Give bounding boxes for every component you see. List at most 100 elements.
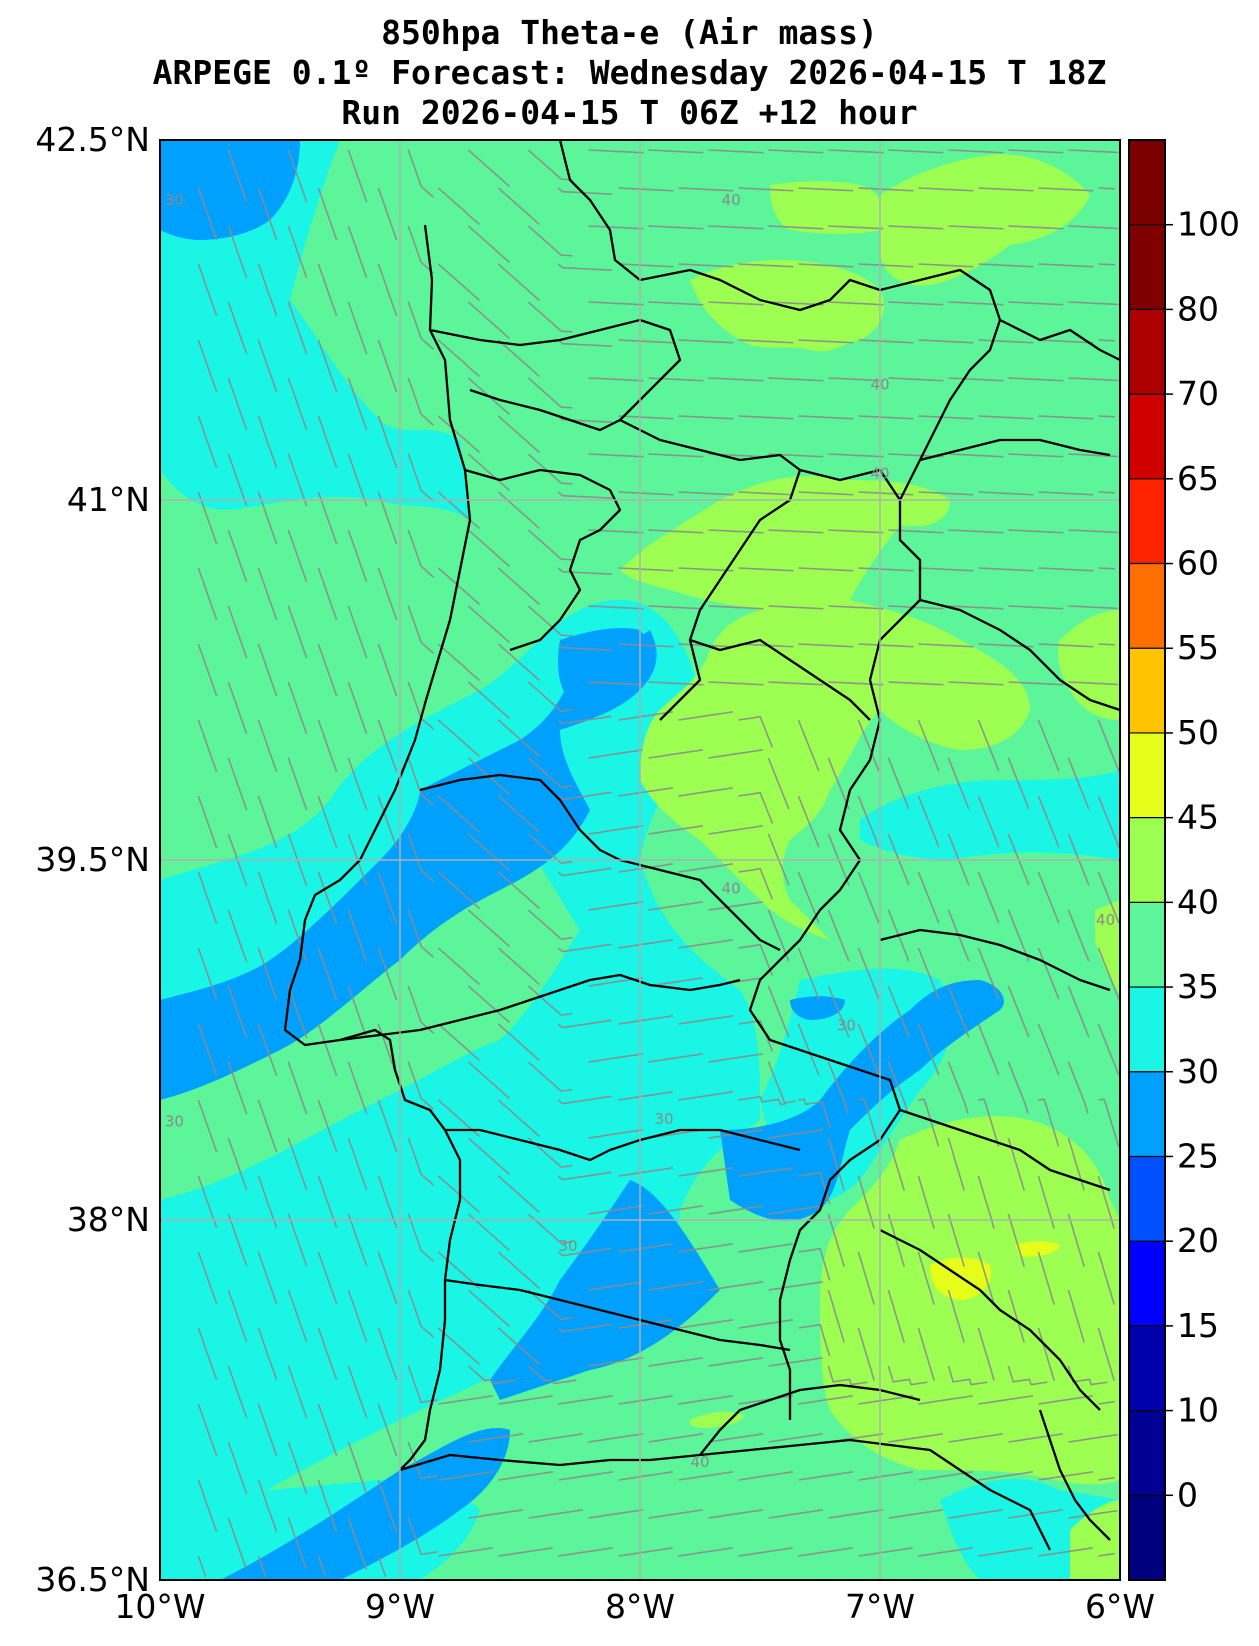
streamline-534 [558, 1395, 613, 1405]
streamline-451 [407, 1213, 435, 1262]
streamline-456 [708, 1205, 763, 1215]
streamline-103 [648, 377, 704, 382]
streamline-127 [1098, 415, 1115, 418]
streamline-185 [738, 567, 794, 572]
streamline-193 [287, 605, 308, 659]
colorbar-segment-13 [1129, 394, 1165, 479]
streamline-545 [287, 1441, 308, 1495]
streamline-556 [948, 1433, 1003, 1443]
streamline-351 [1097, 947, 1120, 1000]
streamline-169 [768, 529, 824, 534]
streamline-530 [317, 1403, 338, 1457]
streamline-544 [227, 1441, 248, 1495]
streamline-214 [557, 643, 613, 651]
colorbar-segment-1 [1129, 1410, 1165, 1496]
streamline-249 [738, 715, 774, 748]
streamline-163 [407, 529, 435, 578]
streamline-550 [588, 1433, 643, 1443]
colorbar-tick-label: 55 [1177, 628, 1219, 667]
streamline-41 [768, 225, 824, 230]
streamline-264 [708, 749, 763, 759]
internal-border-5 [689, 638, 871, 721]
streamline-36 [467, 225, 511, 264]
streamline-130 [347, 453, 368, 507]
streamline-57 [738, 263, 794, 268]
streamline-210 [317, 643, 338, 697]
streamline-396 [947, 1061, 969, 1114]
streamline-547 [407, 1441, 438, 1480]
streamline-203 [888, 605, 944, 610]
streamline-460 [947, 1213, 965, 1267]
streamline-120 [678, 415, 734, 420]
streamline-411 [858, 1098, 880, 1147]
streamline-395 [887, 1061, 909, 1114]
streamline-334 [1067, 909, 1090, 962]
streamline-323 [407, 909, 435, 958]
streamline-397 [1007, 1061, 1029, 1114]
streamline-21 [497, 187, 541, 226]
streamline-422 [588, 1129, 643, 1139]
y-tick-label: 39.5°N [35, 840, 150, 879]
streamline-237 [1008, 681, 1064, 686]
streamline-66 [347, 301, 368, 355]
streamline-354 [347, 985, 368, 1039]
streamline-204 [948, 605, 1004, 610]
streamline-497 [257, 1327, 278, 1381]
streamline-574 [1038, 1471, 1093, 1481]
streamline-89 [738, 339, 794, 344]
streamline-229 [527, 681, 573, 713]
streamline-467 [377, 1251, 398, 1305]
streamline-164 [467, 529, 511, 568]
streamline-336 [197, 947, 218, 1001]
streamline-43 [888, 225, 944, 230]
streamline-418 [347, 1137, 368, 1191]
streamline-435 [377, 1175, 398, 1229]
internal-border-2 [464, 468, 622, 652]
streamline-439 [618, 1167, 673, 1177]
streamline-319 [1097, 871, 1120, 924]
streamline-190 [1038, 567, 1094, 572]
streamline-457 [768, 1205, 823, 1215]
streamline-380 [917, 1023, 940, 1076]
streamline-265 [767, 757, 790, 810]
streamline-428 [947, 1137, 965, 1191]
streamline-546 [347, 1441, 368, 1495]
streamline-485 [527, 1289, 573, 1321]
streamline-24 [678, 187, 734, 192]
streamline-39 [648, 225, 704, 230]
streamline-223 [1098, 643, 1115, 646]
streamline-585 [768, 1509, 823, 1519]
streamline-306 [317, 871, 338, 925]
streamline-438 [557, 1171, 612, 1181]
streamline-489 [768, 1281, 823, 1291]
streamline-126 [1038, 415, 1094, 420]
streamline-596 [438, 1547, 493, 1557]
streamline-433 [257, 1175, 278, 1229]
streamline-479 [1097, 1251, 1115, 1305]
streamline-222 [1038, 643, 1094, 648]
streamline-597 [498, 1547, 553, 1557]
streamline-1 [287, 149, 308, 203]
streamline-594 [317, 1555, 327, 1578]
streamline-339 [377, 947, 398, 1001]
chart-subtitle-forecast: ARPEGE 0.1º Forecast: Wednesday 2026-04-… [152, 53, 1107, 92]
streamline-215 [618, 643, 674, 648]
streamline-258 [347, 757, 368, 811]
streamline-384 [227, 1061, 248, 1115]
streamline-266 [827, 757, 850, 810]
streamline-38 [588, 225, 644, 230]
streamline-459 [887, 1213, 905, 1267]
contour-label: 40 [722, 880, 741, 898]
streamline-374 [557, 1019, 612, 1029]
streamline-31 [1098, 187, 1115, 190]
streamline-97 [287, 377, 308, 431]
streamline-536 [678, 1395, 733, 1405]
streamline-584 [708, 1509, 763, 1519]
streamline-69 [527, 301, 573, 333]
streamline-525 [1007, 1365, 1048, 1386]
streamline-478 [1037, 1251, 1055, 1305]
streamline-362 [827, 985, 850, 1038]
streamline-113 [257, 415, 278, 469]
streamline-168 [708, 529, 764, 534]
streamline-392 [708, 1053, 763, 1063]
